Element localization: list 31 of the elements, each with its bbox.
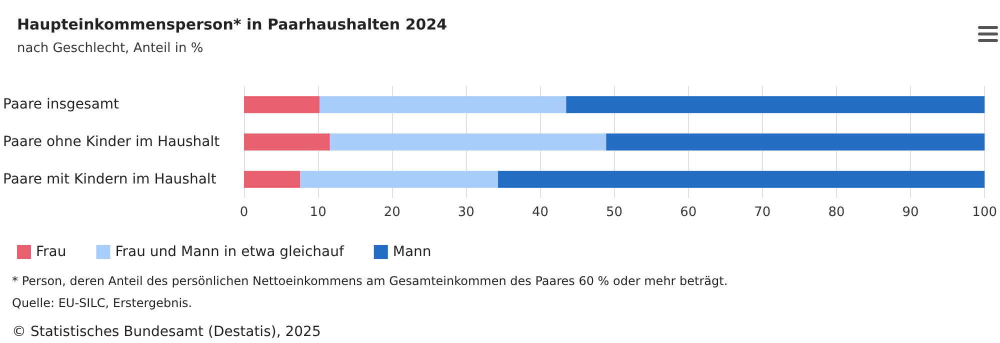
chart-title: Haupteinkommensperson* in Paarhaushalten 2024	[17, 16, 448, 34]
legend-label: Mann	[392, 244, 432, 260]
x-tick-label: 100	[972, 205, 998, 220]
x-tick-label: 10	[310, 205, 326, 220]
x-tick-label: 60	[680, 205, 697, 220]
text: * Person, deren Anteil des persönlichen Nettoeinkommens am Gesamteinkommen des Paares 60 % oder mehr beträgt.	[12, 274, 728, 288]
legend-label: Frau	[36, 244, 66, 260]
bar	[244, 170, 300, 188]
y-tick-label: Paare insgesamt	[3, 96, 120, 113]
x-tick-label: 50	[606, 205, 623, 220]
text: © Statistisches Bundesamt (Destatis), 2025	[12, 324, 321, 340]
x-tick-label: 20	[384, 205, 400, 220]
bar	[566, 96, 985, 114]
x-tick-label: 0	[240, 205, 248, 220]
x-tick-label: 80	[828, 205, 845, 220]
bar	[300, 170, 498, 188]
x-tick-label: 90	[902, 205, 919, 220]
bar	[606, 134, 985, 150]
legend-label: Frau und Mann in etwa gleichauf	[115, 244, 345, 260]
y-tick-label: Paare mit Kindern im Haushalt	[3, 171, 217, 188]
bar	[244, 96, 320, 114]
x-tick-label: 40	[532, 205, 549, 220]
bar	[498, 170, 985, 188]
source-note: Quelle: EU-SILC, Erstergebnis.	[12, 296, 192, 310]
y-tick-label: Paare ohne Kinder im Haushalt	[3, 134, 220, 150]
bar	[320, 96, 566, 114]
x-tick-label: 30	[458, 205, 474, 220]
bar	[330, 134, 606, 150]
bar	[244, 134, 330, 150]
text: nach Geschlecht, Anteil in %	[17, 41, 204, 56]
x-tick-label: 70	[754, 205, 771, 220]
